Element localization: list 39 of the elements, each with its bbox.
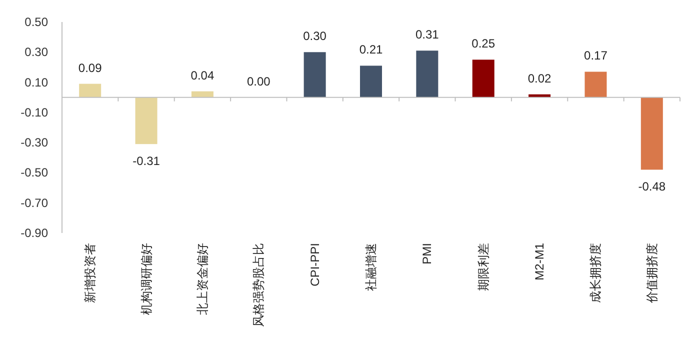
data-label: 0.02 xyxy=(528,71,552,86)
bar xyxy=(304,52,326,98)
x-tick-label: 价值拥挤度 xyxy=(644,243,659,304)
data-label: -0.31 xyxy=(132,154,160,168)
bar xyxy=(416,50,438,98)
x-tick-label: PMI xyxy=(420,243,434,264)
x-tick-label: 社融增速 xyxy=(364,243,378,291)
bar xyxy=(135,97,158,144)
data-label: 0.30 xyxy=(303,29,327,44)
bar xyxy=(79,84,102,98)
bar xyxy=(191,91,214,98)
x-tick-label: 风格强势股占比 xyxy=(252,243,266,327)
bar xyxy=(640,97,663,170)
data-label: 0.17 xyxy=(584,48,608,63)
data-label: 0.04 xyxy=(190,68,214,82)
x-tick-label: 北上资金偏好 xyxy=(195,243,210,315)
x-tick-label: CPI-PPI xyxy=(308,243,322,286)
x-tick-label: 机构调研偏好 xyxy=(139,243,154,315)
y-tick-label: -0.10 xyxy=(20,105,48,120)
x-tick-label: 成长拥挤度 xyxy=(588,243,603,303)
x-tick-label: 期限利差 xyxy=(476,243,490,291)
data-label: 0.09 xyxy=(78,60,102,75)
y-tick-label: 0.10 xyxy=(24,75,48,90)
bar xyxy=(584,72,607,98)
y-tick-label: -0.90 xyxy=(20,226,48,240)
y-tick-label: 0.50 xyxy=(24,15,48,29)
bar xyxy=(472,60,494,98)
bar xyxy=(360,66,382,98)
y-tick-label: -0.70 xyxy=(20,196,48,210)
data-label: 0.25 xyxy=(472,36,496,51)
data-label: 0.00 xyxy=(246,74,271,88)
y-tick-label: -0.50 xyxy=(20,166,48,180)
data-label: 0.21 xyxy=(359,42,383,57)
y-tick-label: 0.30 xyxy=(24,45,48,60)
data-label: -0.48 xyxy=(638,180,666,194)
y-tick-label: -0.30 xyxy=(20,136,48,150)
x-tick-label: 新增投资者 xyxy=(83,243,98,303)
x-tick-label: M2-M1 xyxy=(532,242,547,280)
data-label: 0.31 xyxy=(416,28,440,42)
